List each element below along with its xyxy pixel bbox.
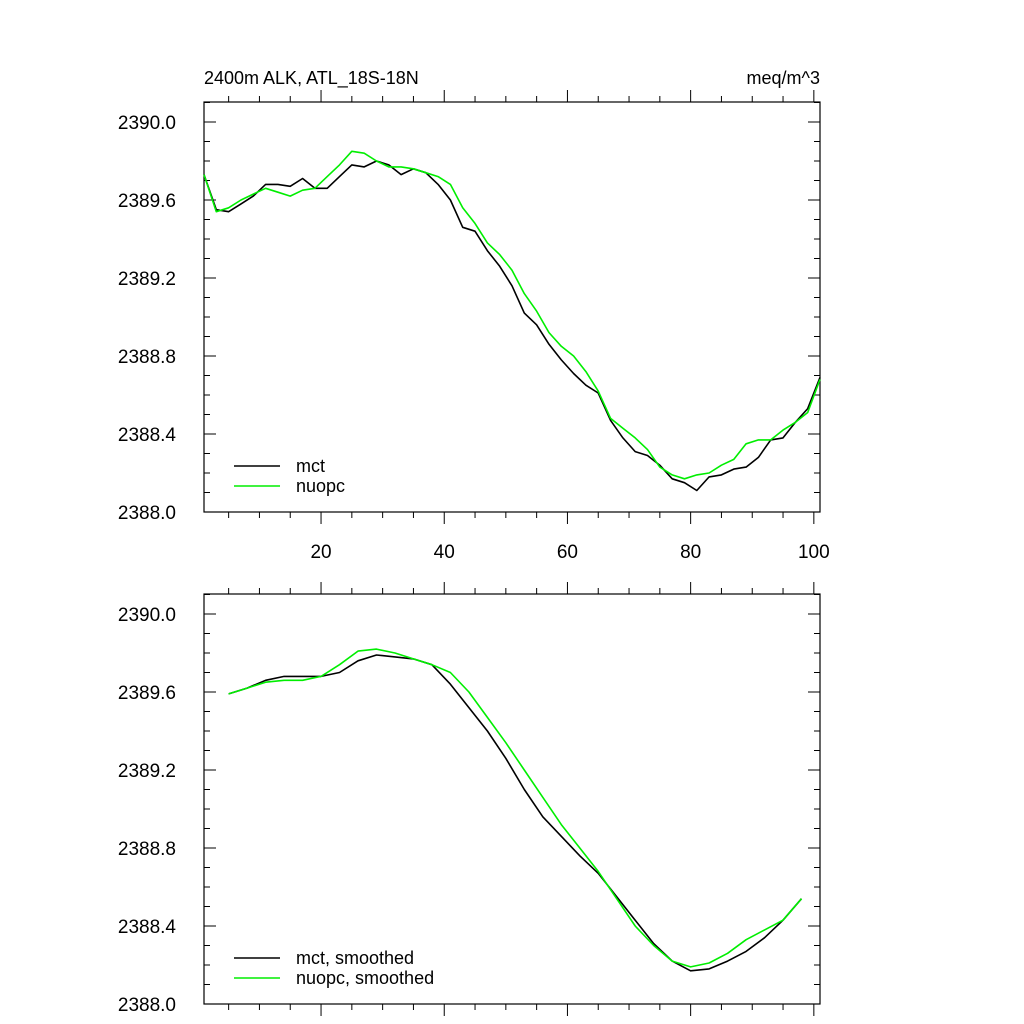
y-tick-label: 2390.0 (118, 113, 176, 134)
y-tick-label: 2389.6 (118, 191, 176, 212)
y-tick-label: 2388.4 (118, 917, 177, 938)
bottom-panel: 2388.0 2388.4 2388.8 2389.2 2389.6 2390.0 mct,… (118, 582, 821, 1016)
chart-units: meq/m^3 (747, 68, 820, 88)
legend-label: nuopc (296, 476, 345, 496)
x-tick-label: 100 (798, 542, 830, 563)
y-tick-label: 2388.4 (118, 425, 177, 446)
y-tick-label: 2389.2 (118, 761, 176, 782)
legend-label: mct, smoothed (296, 948, 414, 968)
series-line-mct (203, 160, 821, 492)
plot-frame (203, 593, 821, 1005)
y-tick-label: 2388.0 (118, 995, 176, 1016)
x-tick-label: 80 (680, 542, 701, 563)
legend-label: mct (296, 456, 325, 476)
plot-frame (203, 101, 821, 513)
y-tick-label: 2388.8 (118, 839, 176, 860)
x-tick-label: 60 (557, 542, 578, 563)
legend-label: nuopc, smoothed (296, 968, 434, 988)
y-tick-label: 2388.8 (118, 347, 176, 368)
y-tick-label: 2389.2 (118, 269, 176, 290)
y-tick-label: 2388.0 (118, 503, 176, 524)
x-tick-label: 20 (310, 542, 331, 563)
x-tick-label: 40 (434, 542, 455, 563)
chart-title: 2400m ALK, ATL_18S-18N (204, 68, 419, 89)
series-line-mct-smoothed (228, 654, 803, 972)
y-tick-label: 2389.6 (118, 683, 176, 704)
y-tick-label: 2390.0 (118, 605, 176, 626)
series-line-nuopc-smoothed (228, 648, 803, 968)
series-line-nuopc (203, 150, 821, 480)
top-panel: 2400m ALK, ATL_18S-18N meq/m^3 2388.0 2388.… (118, 68, 830, 563)
